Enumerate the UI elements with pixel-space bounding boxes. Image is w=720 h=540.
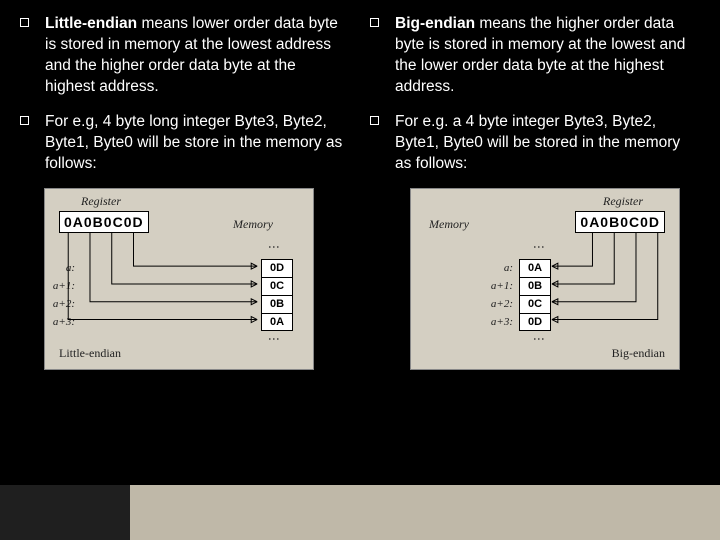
addr: a: bbox=[15, 259, 75, 277]
bottom-accent-bar bbox=[0, 485, 720, 540]
mem-cell: 0C bbox=[519, 295, 551, 313]
memory-column: 0A 0B 0C 0D bbox=[519, 259, 551, 331]
bar-segment-dark bbox=[0, 485, 130, 540]
slide-content: Little-endian means lower order data byt… bbox=[0, 0, 720, 370]
memory-column: 0D 0C 0B 0A bbox=[261, 259, 293, 331]
little-endian-diagram: Register 0A0B0C0D Memory a: a+1: a+2: a+… bbox=[44, 188, 314, 370]
diagram-container: Register 0A0B0C0D Memory a: a+1: a+2: a+… bbox=[20, 188, 350, 370]
ellipsis: ⋮ bbox=[531, 333, 546, 344]
bullet-icon bbox=[20, 18, 29, 27]
addr: a+1: bbox=[15, 277, 75, 295]
register-box: 0A0B0C0D bbox=[59, 211, 149, 233]
bullet-icon bbox=[370, 18, 379, 27]
bullet-icon bbox=[370, 116, 379, 125]
addr: a: bbox=[483, 259, 513, 277]
bullet-item: For e.g. a 4 byte integer Byte3, Byte2, … bbox=[370, 112, 700, 175]
address-labels: a: a+1: a+2: a+3: bbox=[483, 259, 513, 331]
addr: a+2: bbox=[15, 295, 75, 313]
memory-label: Memory bbox=[233, 217, 273, 232]
addr: a+3: bbox=[483, 313, 513, 331]
mem-cell: 0C bbox=[261, 277, 293, 295]
memory-label: Memory bbox=[429, 217, 469, 232]
bullet-item: Little-endian means lower order data byt… bbox=[20, 14, 350, 98]
bullet-item: For e.g, 4 byte long integer Byte3, Byte… bbox=[20, 112, 350, 175]
mem-cell: 0D bbox=[261, 259, 293, 277]
paragraph: Big-endian means the higher order data b… bbox=[395, 14, 700, 98]
register-box: 0A0B0C0D bbox=[575, 211, 665, 233]
bullet-icon bbox=[20, 116, 29, 125]
mem-cell: 0D bbox=[519, 313, 551, 331]
right-column: Big-endian means the higher order data b… bbox=[370, 14, 700, 370]
register-label: Register bbox=[81, 194, 121, 209]
bullet-item: Big-endian means the higher order data b… bbox=[370, 14, 700, 98]
diagram-caption: Little-endian bbox=[59, 346, 121, 361]
paragraph: For e.g. a 4 byte integer Byte3, Byte2, … bbox=[395, 112, 700, 175]
ellipsis: ⋮ bbox=[266, 333, 281, 344]
term: Little-endian bbox=[45, 15, 137, 32]
ellipsis: ⋮ bbox=[531, 241, 546, 252]
left-column: Little-endian means lower order data byt… bbox=[20, 14, 350, 370]
mem-cell: 0B bbox=[261, 295, 293, 313]
term: Big-endian bbox=[395, 15, 475, 32]
address-labels: a: a+1: a+2: a+3: bbox=[15, 259, 75, 331]
diagram-container: Register 0A0B0C0D Memory a: a+1: a+2: a+… bbox=[370, 188, 700, 370]
ellipsis: ⋮ bbox=[266, 241, 281, 252]
bar-segment-light bbox=[130, 485, 720, 540]
paragraph: Little-endian means lower order data byt… bbox=[45, 14, 350, 98]
register-label: Register bbox=[603, 194, 643, 209]
mem-cell: 0A bbox=[261, 313, 293, 331]
mem-cell: 0B bbox=[519, 277, 551, 295]
addr: a+3: bbox=[15, 313, 75, 331]
addr: a+1: bbox=[483, 277, 513, 295]
diagram-caption: Big-endian bbox=[612, 346, 665, 361]
mem-cell: 0A bbox=[519, 259, 551, 277]
paragraph: For e.g, 4 byte long integer Byte3, Byte… bbox=[45, 112, 350, 175]
addr: a+2: bbox=[483, 295, 513, 313]
big-endian-diagram: Register 0A0B0C0D Memory a: a+1: a+2: a+… bbox=[410, 188, 680, 370]
